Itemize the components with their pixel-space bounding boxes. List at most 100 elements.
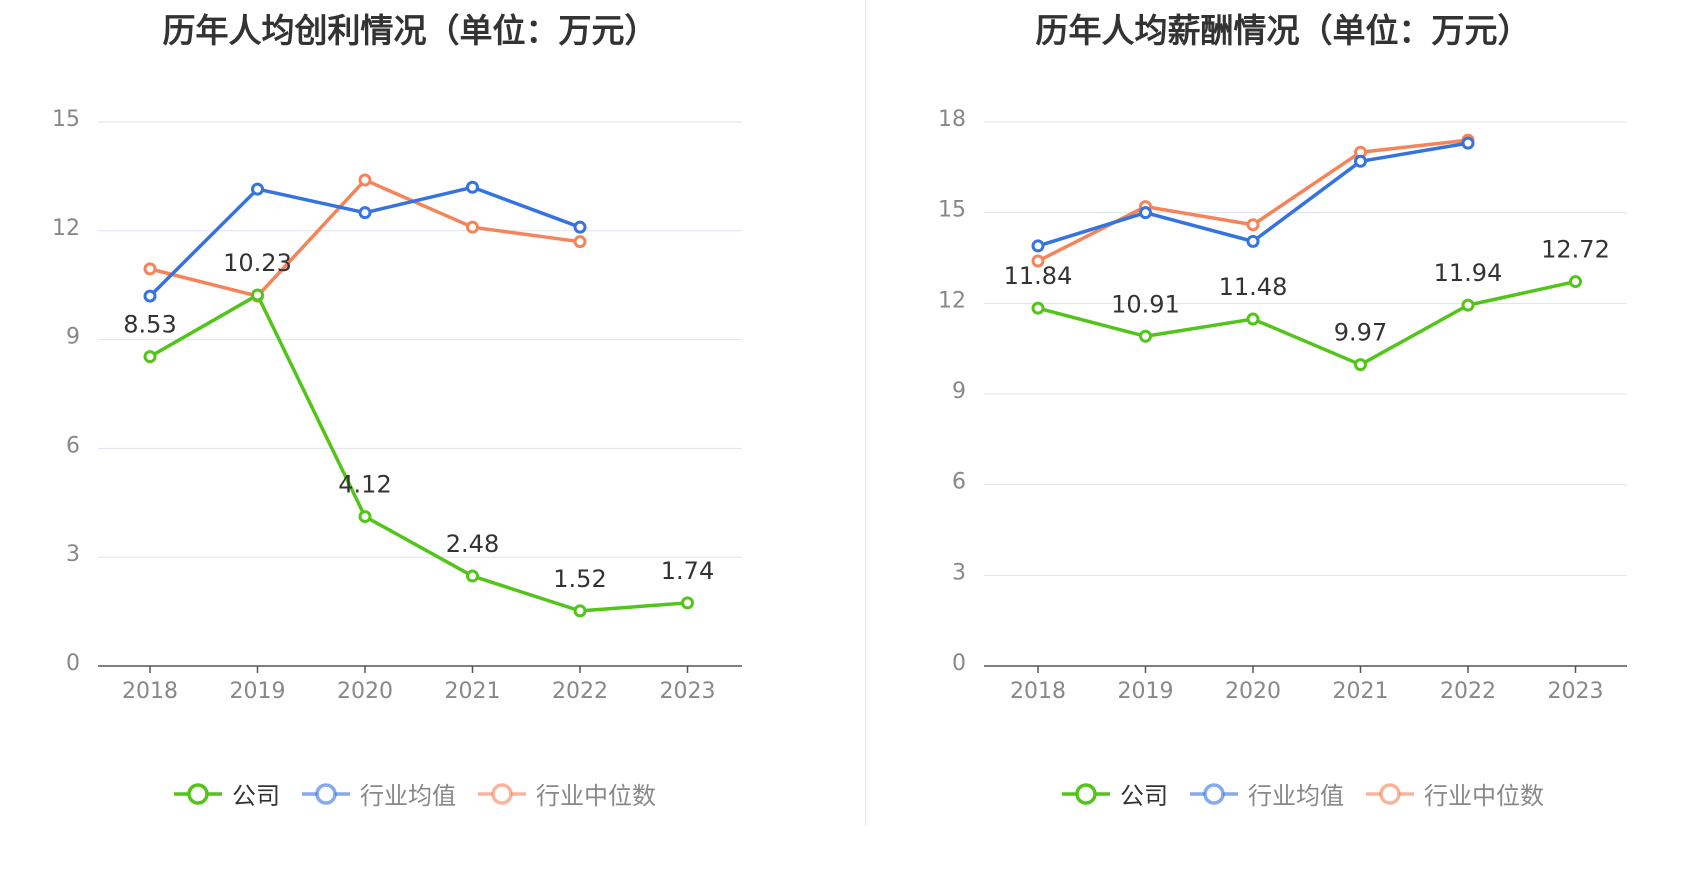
legend-swatch-icon <box>1366 782 1414 805</box>
legend-swatch-marker <box>1379 782 1401 805</box>
x-tick-label: 2018 <box>122 679 178 704</box>
y-tick-label: 15 <box>938 198 966 223</box>
y-tick-label: 0 <box>952 651 966 676</box>
data-point <box>1569 275 1582 289</box>
x-tick-label: 2019 <box>1118 679 1174 704</box>
data-point <box>466 220 479 234</box>
chart-legend: 公司 行业均值 行业中位数 <box>1060 776 1544 811</box>
series-line <box>149 293 688 613</box>
legend-swatch-marker <box>315 782 337 805</box>
x-tick-label: 2020 <box>1225 679 1281 704</box>
chart-title: 历年人均创利情况（单位：万元） <box>162 11 658 50</box>
data-point <box>251 288 264 302</box>
legend-label: 行业中位数 <box>1424 782 1544 810</box>
legend-item[interactable]: 行业均值 <box>1188 776 1344 811</box>
y-tick-label: 3 <box>952 560 966 585</box>
data-point <box>681 596 694 610</box>
data-label: 11.48 <box>1219 273 1288 301</box>
y-tick-label: 15 <box>52 107 80 132</box>
legend-item[interactable]: 行业中位数 <box>1364 776 1544 811</box>
data-point <box>251 182 264 196</box>
legend-swatch-marker <box>491 782 513 805</box>
chart-panel-per-capita-salary: 历年人均薪酬情况（单位：万元） 0 3 6 9 12 15 18 2018 2019 2020 20… <box>866 0 1700 874</box>
x-tick-label: 2023 <box>1548 679 1604 704</box>
data-label: 8.53 <box>123 311 176 339</box>
data-point <box>143 262 157 276</box>
chart-panel-per-capita-profit: 历年人均创利情况（单位：万元） 0 3 6 9 12 15 2018 2019 2020 2021… <box>52 11 742 811</box>
y-tick-label: 12 <box>52 216 80 241</box>
data-label: 4.12 <box>338 471 391 499</box>
legend-label: 公司 <box>1120 782 1168 810</box>
data-point <box>466 569 479 583</box>
legend-swatch-icon <box>1062 782 1110 805</box>
data-label: 12.72 <box>1541 236 1610 264</box>
legend-label: 公司 <box>232 782 280 810</box>
data-point <box>358 206 372 220</box>
panel-divider <box>865 0 866 826</box>
x-tick-label: 2021 <box>1333 679 1389 704</box>
data-point <box>1139 329 1152 343</box>
legend-item[interactable]: 行业中位数 <box>476 776 656 811</box>
y-tick-label: 6 <box>66 433 80 458</box>
data-point <box>1246 218 1260 232</box>
data-point <box>1031 301 1045 315</box>
legend-item[interactable]: 行业均值 <box>300 776 456 811</box>
legend-swatch-marker <box>187 782 209 805</box>
data-point <box>143 350 157 364</box>
data-label: 10.91 <box>1111 290 1180 318</box>
legend-label: 行业中位数 <box>536 782 656 810</box>
y-tick-label: 6 <box>952 470 966 495</box>
data-point <box>1031 239 1045 253</box>
y-tick-label: 9 <box>66 325 80 350</box>
data-point <box>1246 234 1260 248</box>
chart-title: 历年人均薪酬情况（单位：万元） <box>1035 11 1531 50</box>
legend-swatch-marker <box>1203 782 1225 805</box>
legend-label: 行业均值 <box>360 782 456 810</box>
legend-item[interactable]: 公司 <box>1060 776 1168 811</box>
data-point <box>1461 136 1475 150</box>
data-label: 9.97 <box>1334 319 1387 347</box>
legend-swatch-icon <box>478 782 526 805</box>
data-point <box>1354 154 1367 168</box>
legend-swatch-icon <box>1190 782 1238 805</box>
data-point <box>1031 254 1045 268</box>
data-label: 1.52 <box>553 565 606 593</box>
data-point <box>573 220 587 234</box>
x-tick-label: 2023 <box>660 679 716 704</box>
x-tick-label: 2019 <box>230 679 286 704</box>
y-tick-label: 18 <box>938 107 966 132</box>
legend-swatch-icon <box>302 782 350 805</box>
data-label: 11.84 <box>1004 262 1073 290</box>
line-chart-per-capita-profit: 0 3 6 9 12 15 2018 2019 2020 2021 2022 2023 8.53 10.2… <box>52 107 742 704</box>
x-tick-label: 2021 <box>445 679 501 704</box>
data-point <box>1461 298 1475 312</box>
series-line <box>149 178 581 298</box>
x-tick-label: 2020 <box>337 679 393 704</box>
legend-label: 行业均值 <box>1248 782 1344 810</box>
data-point <box>358 510 372 524</box>
legend-swatch-marker <box>1075 782 1097 805</box>
data-point <box>573 235 587 249</box>
data-point <box>1354 358 1367 372</box>
legend-swatch-icon <box>174 782 222 805</box>
y-tick-label: 9 <box>952 379 966 404</box>
data-point <box>1246 312 1260 326</box>
data-point <box>1139 206 1152 220</box>
chart-legend: 公司 行业均值 行业中位数 <box>172 776 656 811</box>
data-point <box>573 604 587 618</box>
line-chart-per-capita-salary: 0 3 6 9 12 15 18 2018 2019 2020 2021 2022 2023 11.84 1… <box>938 107 1627 704</box>
x-tick-label: 2022 <box>552 679 608 704</box>
legend-item[interactable]: 公司 <box>172 776 280 811</box>
y-tick-label: 0 <box>66 651 80 676</box>
series-line <box>1037 279 1576 367</box>
x-tick-label: 2022 <box>1440 679 1496 704</box>
data-point <box>358 173 372 187</box>
x-tick-label: 2018 <box>1010 679 1066 704</box>
data-label: 1.74 <box>661 557 714 585</box>
data-point <box>143 289 157 303</box>
data-label: 2.48 <box>446 530 499 558</box>
y-tick-label: 12 <box>938 288 966 313</box>
data-label: 11.94 <box>1434 259 1503 287</box>
y-tick-label: 3 <box>66 542 80 567</box>
data-point <box>466 180 479 194</box>
